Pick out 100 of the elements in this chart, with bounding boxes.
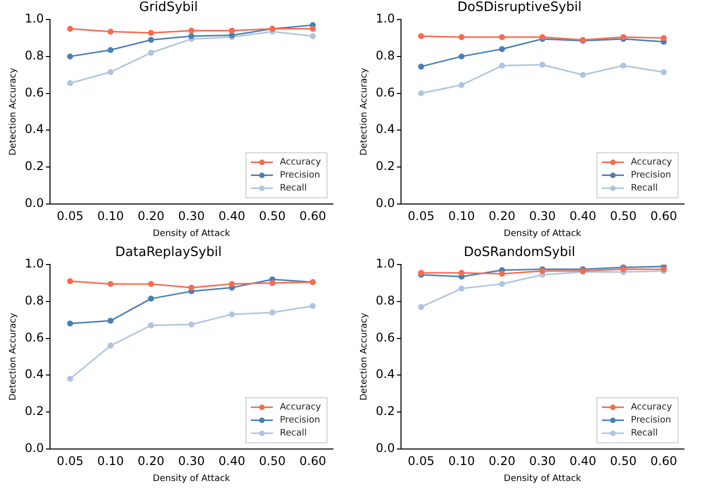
y-tick-label: 1.0 <box>376 12 395 26</box>
point <box>67 80 74 86</box>
x-tick-label: 0.50 <box>258 209 286 224</box>
legend-label: Precision <box>280 170 320 181</box>
point <box>269 309 276 316</box>
point <box>148 296 154 302</box>
y-axis-title: Detection Accuracy <box>8 312 19 401</box>
y-tick-label: 0.4 <box>376 367 395 382</box>
y-tick-label: 0.2 <box>376 404 395 418</box>
x-tick-label: 0.20 <box>138 209 164 224</box>
x-tick-label: 0.40 <box>570 454 596 468</box>
point <box>67 53 74 60</box>
point <box>498 280 505 287</box>
legend-label: Accuracy <box>630 402 673 413</box>
y-tick-label: 0.0 <box>24 196 44 210</box>
point <box>458 53 465 60</box>
x-tick-label: 0.50 <box>610 209 637 224</box>
x-tick-label: 0.40 <box>218 454 246 468</box>
legend-label: Accuracy <box>280 158 322 168</box>
x-tick-label: 0.05 <box>408 209 434 224</box>
y-tick-label: 1.0 <box>24 256 44 271</box>
legend-label: Accuracy <box>630 158 673 168</box>
x-tick-label: 0.60 <box>650 209 678 224</box>
chart-title: DoSDisruptiveSybil <box>457 0 582 16</box>
point <box>269 280 276 286</box>
y-tick-label: 0.2 <box>24 404 44 418</box>
y-tick-label: 0.6 <box>376 330 395 344</box>
point <box>108 342 114 349</box>
point <box>67 26 74 32</box>
point <box>458 286 465 292</box>
point <box>310 303 316 310</box>
legend-label: Recall <box>630 428 658 439</box>
point <box>458 270 465 276</box>
point <box>108 318 114 324</box>
point <box>458 82 465 88</box>
point <box>108 69 114 76</box>
point <box>498 270 505 277</box>
point <box>458 34 465 40</box>
point <box>660 69 667 76</box>
y-tick-label: 0.0 <box>24 440 44 455</box>
y-tick-label: 0.4 <box>376 122 395 136</box>
point <box>148 30 154 36</box>
point <box>620 62 626 69</box>
x-tick-label: 0.05 <box>408 454 434 468</box>
point <box>108 280 114 287</box>
point <box>418 90 424 96</box>
legend-label: Precision <box>630 170 672 181</box>
point <box>418 33 424 40</box>
x-tick-label: 0.20 <box>488 209 516 224</box>
y-tick-label: 0.8 <box>376 48 395 63</box>
y-tick-label: 0.8 <box>376 294 395 308</box>
x-axis-title: Density of Attack <box>504 474 582 484</box>
x-tick-label: 0.50 <box>610 454 637 468</box>
y-tick-label: 0.0 <box>376 440 395 455</box>
x-axis-title: Density of Attack <box>152 228 231 239</box>
x-tick-label: 0.60 <box>299 209 326 224</box>
y-tick-label: 0.6 <box>24 330 44 344</box>
chart-title: DataReplaySybil <box>115 245 222 260</box>
y-tick-label: 0.4 <box>24 367 44 382</box>
point <box>67 320 74 327</box>
point <box>67 278 74 284</box>
x-tick-label: 0.10 <box>97 454 124 468</box>
x-tick-label: 0.30 <box>529 209 556 224</box>
point <box>148 36 154 43</box>
point <box>228 28 235 34</box>
legend-label: Recall <box>280 428 307 439</box>
point <box>660 35 667 42</box>
y-tick-label: 0.8 <box>24 294 44 308</box>
x-axis-title: Density of Attack <box>504 228 582 239</box>
legend-label: Accuracy <box>280 402 322 413</box>
y-tick-label: 0.0 <box>376 196 395 210</box>
point <box>498 62 505 69</box>
x-tick-label: 0.10 <box>448 454 475 468</box>
y-tick-label: 0.2 <box>24 159 44 174</box>
legend-label: Precision <box>630 416 672 426</box>
point <box>148 322 154 328</box>
chart-title: GridSybil <box>139 0 198 16</box>
y-tick-label: 0.6 <box>24 85 44 100</box>
point <box>67 376 74 382</box>
point <box>108 46 114 53</box>
x-tick-label: 0.30 <box>178 209 205 224</box>
y-axis-title: Detection Accuracy <box>8 67 19 156</box>
point <box>188 321 194 328</box>
y-axis-title: Detection Accuracy <box>360 312 370 401</box>
y-tick-label: 0.2 <box>376 159 395 174</box>
point <box>498 34 505 40</box>
y-axis-title: Detection Accuracy <box>360 67 370 156</box>
point <box>310 33 316 40</box>
x-tick-label: 0.50 <box>258 454 286 468</box>
chart-title: DoSRandomSybil <box>464 245 576 260</box>
point <box>228 311 235 318</box>
y-tick-label: 0.6 <box>376 85 395 100</box>
point <box>108 28 114 35</box>
legend-label: Recall <box>280 184 307 194</box>
x-axis-title: Density of Attack <box>152 474 231 484</box>
x-tick-label: 0.05 <box>56 209 84 224</box>
x-tick-label: 0.40 <box>570 209 596 224</box>
point <box>498 46 505 52</box>
y-tick-label: 1.0 <box>376 256 395 271</box>
y-tick-label: 0.8 <box>24 48 44 63</box>
